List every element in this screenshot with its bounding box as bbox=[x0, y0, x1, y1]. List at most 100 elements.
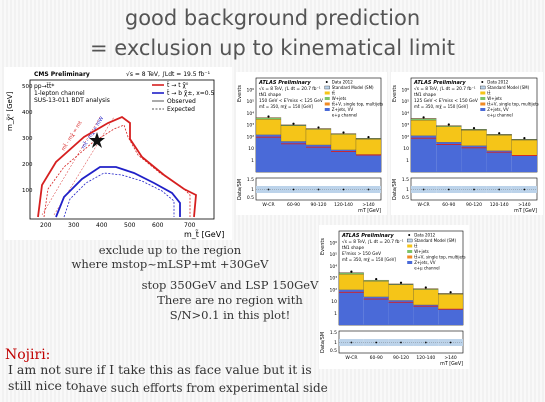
atlas-ytick-label: 10³ bbox=[329, 276, 337, 282]
atlas-legend-label: Data 2012 bbox=[487, 80, 508, 85]
cms-xtick-300: 300 bbox=[68, 222, 80, 229]
atlas-ytick-label: 10⁵ bbox=[329, 252, 337, 258]
cms-process: pp→t̃t̃* bbox=[34, 83, 54, 90]
atlas-legend-swatch bbox=[407, 244, 413, 248]
speaker-label: Nojiri: bbox=[5, 347, 51, 363]
cms-header-right: √s = 8 TeV, ∫Ldt = 19.5 fb⁻¹ bbox=[126, 71, 211, 78]
atlas-ratio-point bbox=[449, 341, 452, 344]
atlas-ratio-tick-label: 1.5 bbox=[402, 177, 409, 183]
atlas-legend-label: tt̄+V, single top, multijets bbox=[414, 255, 465, 260]
atlas-xlabel: mT [GeV] bbox=[358, 208, 381, 214]
atlas-legend-swatch bbox=[480, 91, 486, 95]
atlas-bar-ttbar bbox=[280, 125, 307, 142]
atlas-legend-label: Data 2012 bbox=[332, 80, 353, 85]
atlas-xlabel: mT [GeV] bbox=[440, 361, 463, 367]
atlas-bar-ttbar bbox=[438, 294, 464, 310]
atlas-ratio-label: Data/SM bbox=[320, 332, 326, 353]
atlas-bar-zjets bbox=[388, 300, 414, 325]
cms-legend-tchi: t̃ → t χ̃⁰ bbox=[166, 82, 189, 89]
atlas-ylabel: Events bbox=[392, 85, 398, 102]
atlas-bar-zjets bbox=[331, 149, 356, 172]
atlas-ytick-label: 10⁴ bbox=[329, 264, 337, 270]
atlas-ratio-point bbox=[375, 341, 378, 344]
atlas-bar-ttbar bbox=[330, 134, 357, 151]
atlas-bar-ttbar bbox=[338, 274, 364, 290]
atlas-legend-label: tt̄ bbox=[487, 91, 491, 96]
atlas-data-point bbox=[422, 116, 425, 119]
atlas-signal-label: mt̃ = 350, mχ̃ = 150 [GeV] bbox=[342, 257, 396, 262]
atlas-ytick-label: 10² bbox=[401, 134, 409, 140]
atlas-legend-swatch bbox=[324, 102, 330, 106]
atlas-header-text: √s = 8 TeV, ∫L dt = 20.7 fb⁻¹ bbox=[414, 86, 476, 92]
atlas-ytick-label: 10 bbox=[403, 146, 409, 152]
atlas-plot-3: W-CR 60-90 90-120 120-140 >140 1 10 10² 10³ 10⁴ 10… bbox=[319, 225, 469, 369]
atlas-bar-zjets bbox=[438, 309, 463, 325]
comment-line1: I am not sure if I take this as face val… bbox=[8, 362, 312, 393]
atlas-header-text: ATLAS Preliminary bbox=[413, 80, 466, 86]
atlas-ratio-tick-label: 1.5 bbox=[247, 177, 254, 183]
atlas-signal-label: mt̃ = 350, mχ̃ = 150 [GeV] bbox=[259, 104, 313, 109]
atlas-plot-2: W-CR 60-90 90-120 120-140 >140 1 10 10² 10³ 10⁴ 10… bbox=[391, 72, 543, 215]
atlas-ytick-label: 1 bbox=[406, 158, 409, 164]
atlas-channel-label: e+μ channel bbox=[414, 266, 439, 271]
atlas-ylabel: Events bbox=[320, 238, 326, 255]
cms-channel: 1-lepton channel bbox=[34, 90, 85, 97]
atlas-bar-zjets bbox=[411, 135, 437, 172]
cms-exclusion-plot: CMS Preliminary √s = 8 TeV, ∫Ldt = 19.5 … bbox=[4, 67, 232, 240]
cms-xtick-600: 600 bbox=[152, 222, 164, 229]
atlas-ratio-tick-label: 1.5 bbox=[330, 330, 337, 336]
slide-title-line1: good background prediction bbox=[124, 6, 421, 30]
atlas-legend-label: W+jets bbox=[414, 249, 429, 254]
exclusion-note-line1: exclude up to the region bbox=[98, 243, 242, 257]
atlas-ytick-label: 10³ bbox=[401, 123, 409, 129]
atlas-ytick-label: 10⁴ bbox=[401, 111, 409, 117]
atlas-bar-ttbar bbox=[355, 138, 382, 155]
atlas-bar-ttbar bbox=[305, 129, 332, 146]
atlas-data-point bbox=[292, 122, 295, 125]
atlas-bar-wjets bbox=[388, 283, 414, 285]
atlas-ratio-tick-label: 0.5 bbox=[330, 348, 337, 354]
atlas-category-label: 120-140 bbox=[416, 355, 435, 361]
cms-xtick-500: 500 bbox=[124, 222, 136, 229]
atlas-data-point bbox=[367, 136, 370, 139]
atlas-header-text: √s = 8 TeV, ∫L dt = 20.7 fb⁻¹ bbox=[342, 239, 404, 245]
cms-ytick-400: 400 bbox=[22, 110, 33, 116]
cms-benchmark-star-icon bbox=[89, 132, 105, 148]
cms-xtick-700: 700 bbox=[184, 222, 196, 229]
atlas-data-point bbox=[523, 137, 526, 140]
atlas-category-label: 90-120 bbox=[311, 202, 327, 208]
atlas-ratio-tick-label: 0.5 bbox=[247, 195, 254, 201]
atlas-header-text: ATLAS Preliminary bbox=[341, 233, 394, 239]
atlas-bar-wjets bbox=[363, 280, 389, 282]
atlas-bar-wjets bbox=[338, 272, 364, 275]
atlas-ytick-label: 10² bbox=[246, 134, 254, 140]
atlas-legend-label: tt̄+V, single top, multijets bbox=[332, 102, 383, 107]
atlas-bar-ttbar bbox=[388, 284, 414, 301]
atlas-ratio-tick-label: 1 bbox=[251, 187, 254, 193]
atlas-category-label: 60-90 bbox=[370, 355, 383, 361]
atlas-header-text: tN1 shape bbox=[259, 92, 281, 98]
atlas-bar-wjets bbox=[410, 118, 437, 121]
atlas-bar-zjets bbox=[486, 150, 512, 172]
atlas-legend-label: Standard Model (SM) bbox=[487, 85, 529, 90]
atlas-header-text: tN1 shape bbox=[414, 92, 436, 98]
cms-exclusion-svg: CMS Preliminary √s = 8 TeV, ∫Ldt = 19.5 … bbox=[6, 71, 224, 239]
atlas-ratio-tick-label: 0.5 bbox=[402, 195, 409, 201]
atlas-legend-swatch bbox=[324, 108, 330, 111]
atlas-plot-2-svg: W-CR 60-90 90-120 120-140 >14011010²10³10⁴10… bbox=[392, 77, 539, 214]
atlas-category-label: >140 bbox=[444, 355, 456, 361]
cms-red-observed-contour bbox=[37, 115, 197, 218]
atlas-signal-label: mt̃ = 350, mχ̃ = 150 [GeV] bbox=[414, 104, 468, 109]
atlas-data-point bbox=[498, 132, 501, 135]
exclusion-note: exclude up to the region where mstop~mLS… bbox=[50, 243, 290, 271]
cms-ytick-200: 200 bbox=[22, 162, 33, 168]
atlas-category-label: W-CR bbox=[262, 202, 274, 208]
atlas-data-point bbox=[350, 270, 353, 273]
atlas-bar-zjets bbox=[413, 304, 439, 325]
atlas-category-label: >140 bbox=[518, 202, 530, 208]
atlas-plot-1-svg: W-CR 60-90 90-120 120-140 >14011010²10³10⁴10… bbox=[237, 77, 383, 214]
atlas-legend-swatch bbox=[407, 261, 413, 264]
atlas-ytick-label: 10⁴ bbox=[246, 111, 254, 117]
cms-xlabel: m_t̃ [GeV] bbox=[184, 229, 224, 239]
atlas-header-text: tN1 shape bbox=[342, 245, 364, 251]
